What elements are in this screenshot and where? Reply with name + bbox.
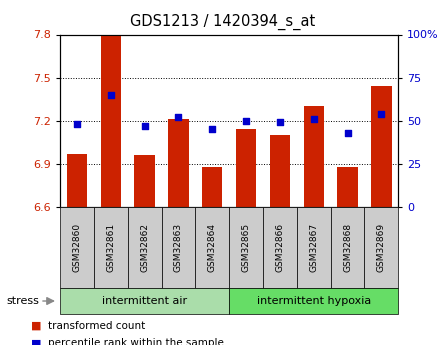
Text: percentile rank within the sample: percentile rank within the sample bbox=[48, 338, 224, 345]
Text: GSM32860: GSM32860 bbox=[73, 223, 81, 272]
Text: GSM32863: GSM32863 bbox=[174, 223, 183, 272]
Text: ■: ■ bbox=[31, 321, 42, 331]
Text: GSM32866: GSM32866 bbox=[275, 223, 284, 272]
Bar bbox=[67, 154, 87, 207]
Point bbox=[310, 116, 317, 122]
Text: GSM32867: GSM32867 bbox=[309, 223, 318, 272]
Bar bbox=[134, 155, 155, 207]
Text: transformed count: transformed count bbox=[48, 321, 146, 331]
Text: GSM32865: GSM32865 bbox=[242, 223, 251, 272]
Text: GSM32869: GSM32869 bbox=[377, 223, 386, 272]
Bar bbox=[101, 34, 121, 207]
Bar bbox=[168, 119, 189, 207]
Bar bbox=[202, 167, 222, 207]
Point bbox=[344, 130, 351, 136]
Bar bbox=[303, 106, 324, 207]
Text: GSM32868: GSM32868 bbox=[343, 223, 352, 272]
Text: GDS1213 / 1420394_s_at: GDS1213 / 1420394_s_at bbox=[130, 14, 315, 30]
Bar bbox=[371, 86, 392, 207]
Text: GSM32862: GSM32862 bbox=[140, 223, 149, 272]
Bar bbox=[270, 135, 290, 207]
Point bbox=[276, 120, 283, 125]
Text: intermittent hypoxia: intermittent hypoxia bbox=[257, 296, 371, 306]
Text: GSM32864: GSM32864 bbox=[208, 223, 217, 272]
Text: intermittent air: intermittent air bbox=[102, 296, 187, 306]
Point bbox=[107, 92, 114, 98]
Bar bbox=[236, 129, 256, 207]
Point bbox=[378, 111, 385, 117]
Point bbox=[141, 123, 148, 129]
Point bbox=[175, 115, 182, 120]
Text: stress: stress bbox=[7, 296, 40, 306]
Point bbox=[243, 118, 250, 124]
Text: ■: ■ bbox=[31, 338, 42, 345]
Point bbox=[73, 121, 81, 127]
Text: GSM32861: GSM32861 bbox=[106, 223, 115, 272]
Point bbox=[209, 127, 216, 132]
Bar bbox=[337, 167, 358, 207]
